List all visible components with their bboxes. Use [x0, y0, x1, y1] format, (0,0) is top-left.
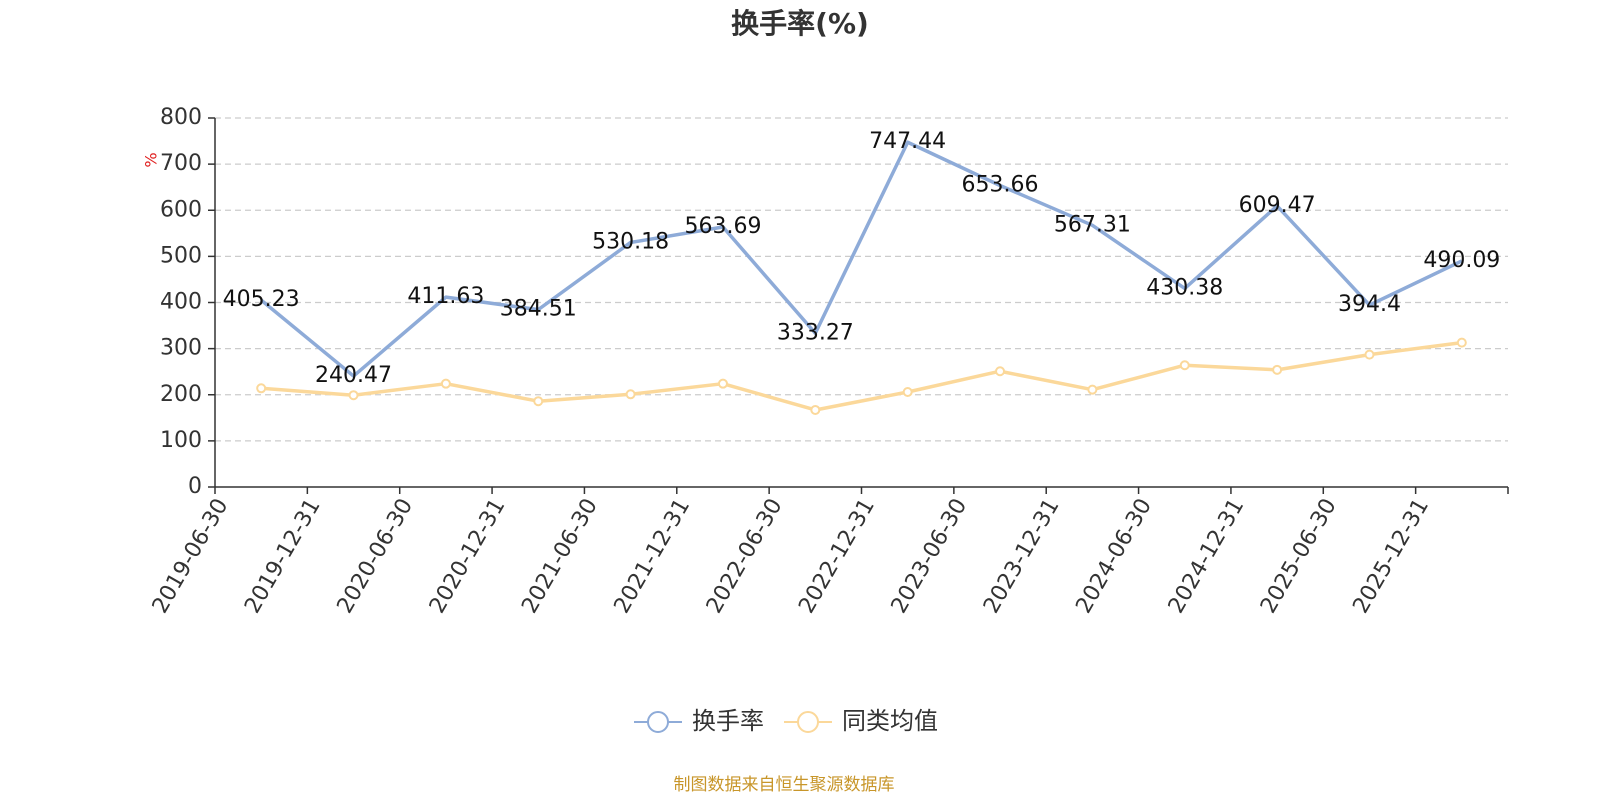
series-point	[810, 404, 821, 415]
series-point	[256, 383, 267, 394]
legend-label: 同类均值	[842, 707, 938, 735]
x-tick-label: 2020-06-30	[333, 495, 419, 618]
series-lines	[256, 140, 1467, 415]
legend-label: 换手率	[692, 707, 764, 735]
y-tick-label: 100	[160, 428, 202, 453]
legend-marker-icon	[797, 711, 819, 733]
data-label: 384.51	[500, 297, 577, 322]
data-label: 240.47	[315, 363, 392, 388]
x-tick-label: 2025-12-31	[1348, 495, 1434, 618]
data-label: 567.31	[1054, 212, 1131, 237]
y-tick-label: 600	[160, 197, 202, 222]
x-tick-label: 2023-12-31	[979, 495, 1065, 618]
series-line-0	[260, 140, 1463, 378]
x-tick-label: 2021-06-30	[517, 495, 603, 618]
data-labels: 405.23 240.47 411.63 384.51 530.18 563.69 333.…	[223, 129, 1501, 388]
x-tick-label: 2023-06-30	[887, 495, 973, 618]
axes: 0 100 200 300 400 500 600 700 800 2019-06-30 2019-…	[148, 105, 1509, 618]
data-label: 490.09	[1423, 248, 1500, 273]
chart-title: 换手率(%)	[731, 7, 869, 40]
series-point	[1179, 360, 1190, 371]
series-point	[625, 389, 636, 400]
series-point	[902, 386, 913, 397]
x-tick-label: 2019-06-30	[148, 495, 234, 618]
x-tick-label: 2024-06-30	[1071, 495, 1157, 618]
x-tick-label: 2024-12-31	[1164, 495, 1250, 618]
source-note: 制图数据来自恒生聚源数据库	[674, 775, 895, 795]
legend: 换手率 同类均值	[634, 707, 938, 735]
legend-item[interactable]: 换手率	[634, 707, 764, 735]
legend-item[interactable]: 同类均值	[784, 707, 938, 735]
series-point	[995, 366, 1006, 377]
data-label: 411.63	[407, 284, 484, 309]
y-tick-label: 700	[160, 151, 202, 176]
data-label: 405.23	[223, 287, 300, 312]
x-tick-label: 2019-12-31	[240, 495, 326, 618]
data-label: 333.27	[777, 320, 854, 345]
x-tick-label: 2022-06-30	[702, 495, 788, 618]
data-label: 653.66	[962, 172, 1039, 197]
series-point	[440, 378, 451, 389]
y-tick-label: 400	[160, 290, 202, 315]
series-point	[1456, 337, 1467, 348]
data-label: 609.47	[1239, 193, 1316, 218]
data-label: 563.69	[684, 214, 761, 239]
series-point	[348, 390, 359, 401]
grid-lines	[215, 117, 1508, 442]
x-tick-label: 2021-12-31	[610, 495, 696, 618]
series-point	[1364, 349, 1375, 360]
x-tick-label: 2020-12-31	[425, 495, 511, 618]
data-label: 430.38	[1146, 275, 1223, 300]
series-line-1	[261, 340, 1463, 412]
legend-marker-icon	[647, 711, 669, 733]
y-tick-label: 500	[160, 243, 202, 268]
y-tick-label: 0	[188, 474, 202, 499]
series-point	[717, 378, 728, 389]
y-tick-label: 300	[160, 336, 202, 361]
x-tick-label: 2025-06-30	[1256, 495, 1342, 618]
y-tick-label: 200	[160, 382, 202, 407]
data-label: 530.18	[592, 229, 669, 254]
series-point	[1087, 384, 1098, 395]
data-label: 747.44	[869, 129, 946, 154]
y-tick-label: 800	[160, 105, 202, 130]
y-axis-unit: %	[142, 152, 161, 167]
x-tick-label: 2022-12-31	[794, 495, 880, 618]
series-point	[1272, 364, 1283, 375]
series-point	[533, 396, 544, 407]
data-label: 394.4	[1338, 292, 1401, 317]
